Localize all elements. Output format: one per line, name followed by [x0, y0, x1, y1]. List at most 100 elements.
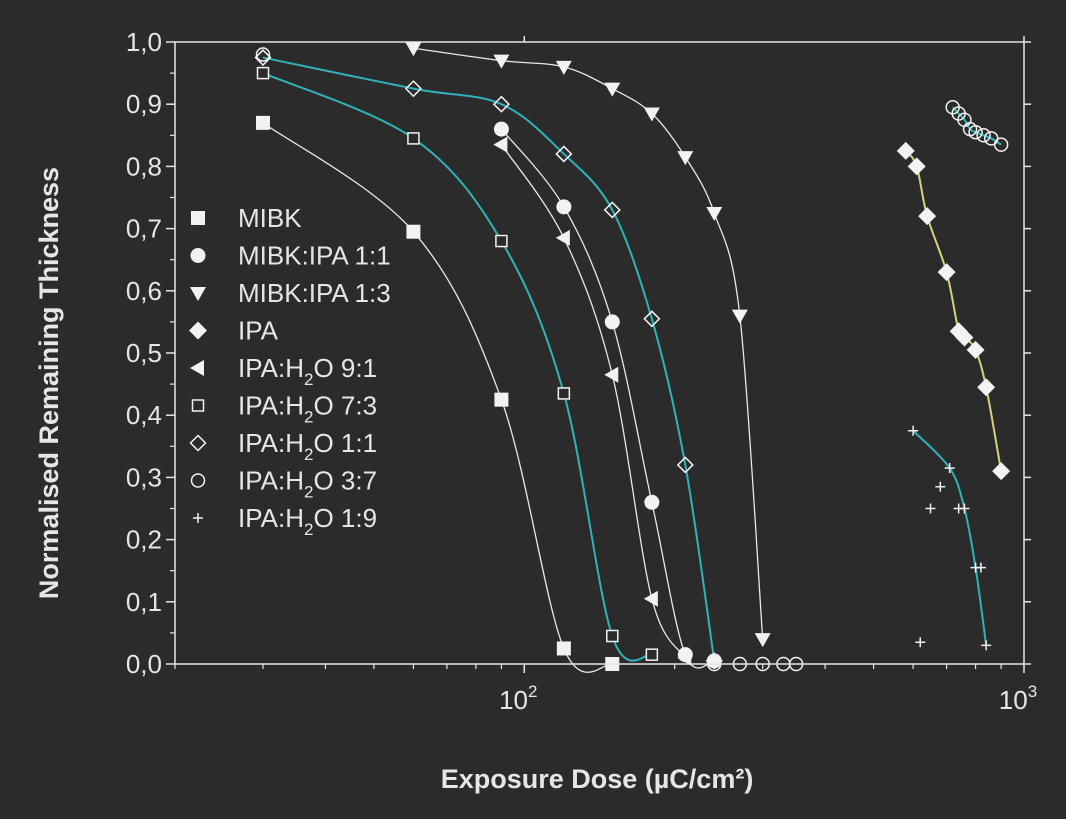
- point-mibk-ipa-1-3-7: [731, 309, 748, 324]
- fit-curve-mibk-ipa-1-3: [413, 47, 764, 640]
- legend-label-ipa: IPA: [238, 316, 279, 346]
- legend-label-mibk: MIBK: [238, 203, 302, 233]
- y-tick-label: 0,8: [126, 151, 162, 181]
- point-ipa-h2o-3-7-11: [976, 128, 991, 143]
- y-tick-label: 0,6: [126, 276, 162, 306]
- fit-curve-ipa: [904, 150, 1003, 472]
- point-ipa-h2o-1-9-2: [925, 503, 936, 514]
- legend-label-ipa-h2o-7-3: IPA:H2O 7:3: [238, 391, 377, 427]
- legend-marker-ipa-h2o-1-1: [189, 434, 207, 452]
- point-ipa-h2o-3-7-10: [968, 124, 983, 140]
- legend-label-mibk-ipa-1-1: MIBK:IPA 1:1: [238, 241, 391, 271]
- legend-marker-ipa-h2o-7-3: [191, 399, 205, 412]
- point-ipa-h2o-1-9-0: [908, 425, 919, 436]
- y-tick-label: 0,0: [126, 649, 162, 679]
- legend: MIBK MIBK:IPA 1:1 MIBK:IPA 1:3 IPA IPA:H2O 9…: [189, 203, 391, 539]
- point-mibk-ipa-1-3-2: [555, 60, 572, 75]
- point-ipa-h2o-1-1-3: [555, 145, 573, 163]
- point-mibk-ipa-1-1-1: [556, 199, 572, 215]
- data-markers: [254, 42, 1011, 672]
- point-ipa-h2o-1-1-0: [254, 48, 272, 67]
- point-ipa-h2o-1-9-1: [915, 637, 926, 648]
- x-tick-label: 103: [999, 682, 1037, 715]
- legend-label-ipa-h2o-3-7: IPA:H2O 3:7: [238, 466, 377, 502]
- ticks: 0,0 0,1 0,2 0,3 0,4 0,5 0,6 0,7 0,8 0,9 1,0 102 103: [126, 27, 1037, 715]
- point-ipa-h2o-1-1-2: [492, 95, 510, 113]
- legend-label-ipa-h2o-1-1: IPA:H2O 1:1: [238, 428, 377, 464]
- point-mibk-ipa-1-1-0: [493, 121, 509, 137]
- legend-marker-mibk-ipa-1-3: [190, 287, 206, 301]
- legend-label-mibk-ipa-1-3: MIBK:IPA 1:3: [238, 278, 391, 308]
- y-tick-label: 0,9: [126, 89, 162, 119]
- point-mibk-ipa-1-3-8: [754, 633, 771, 648]
- point-mibk-ipa-1-1-2: [604, 314, 620, 330]
- fit-curve-ipa-h2o-3-7: [951, 106, 1002, 146]
- point-ipa-h2o-1-9-3: [935, 481, 946, 492]
- point-ipa-h2o-1-1-5: [643, 310, 661, 328]
- legend-marker-ipa: [189, 321, 207, 340]
- fit-curve-ipa-h2o-1-9: [912, 430, 988, 646]
- point-ipa-h2o-9-1-2: [604, 366, 619, 383]
- point-ipa-h2o-1-9-4: [944, 463, 955, 474]
- point-ipa-h2o-7-3-0: [256, 66, 270, 80]
- point-mibk-ipa-1-1-3: [644, 494, 660, 510]
- point-mibk-ipa-1-3-0: [405, 42, 422, 57]
- legend-marker-ipa-h2o-1-9: [193, 513, 203, 523]
- point-ipa-h2o-3-7-0: [255, 47, 271, 62]
- point-ipa-h2o-7-3-1: [407, 132, 420, 145]
- point-mibk-3: [556, 641, 571, 656]
- point-ipa-h2o-1-9-9: [981, 640, 992, 651]
- point-ipa-2: [918, 207, 937, 226]
- x-axis-title: Exposure Dose (µC/cm²): [441, 764, 754, 794]
- y-tick-label: 0,1: [126, 587, 162, 617]
- legend-marker-ipa-h2o-9-1: [190, 360, 204, 376]
- point-ipa-h2o-7-3-2: [495, 234, 508, 248]
- point-ipa-1: [907, 157, 926, 176]
- legend-label-ipa-h2o-9-1: IPA:H2O 9:1: [238, 353, 377, 389]
- point-mibk-2: [494, 392, 509, 407]
- legend-marker-mibk: [191, 211, 205, 225]
- point-ipa-h2o-1-9-6: [959, 503, 970, 514]
- y-tick-label: 0,4: [126, 400, 162, 430]
- y-tick-label: 0,3: [126, 462, 162, 492]
- point-ipa-h2o-1-9-8: [975, 562, 986, 573]
- point-ipa-3: [937, 263, 956, 282]
- point-ipa-h2o-1-1-1: [404, 80, 422, 98]
- point-ipa-h2o-3-7-13: [993, 137, 1009, 152]
- point-ipa-h2o-1-1-7: [705, 652, 723, 670]
- point-mibk-ipa-1-3-5: [677, 151, 694, 166]
- legend-marker-mibk-ipa-1-1: [190, 248, 206, 263]
- y-tick-label: 1,0: [126, 27, 162, 57]
- point-mibk-ipa-1-3-1: [493, 54, 510, 69]
- point-mibk-1: [406, 224, 421, 239]
- legend-label-ipa-h2o-1-9: IPA:H2O 1:9: [238, 503, 377, 539]
- y-tick-label: 0,5: [126, 338, 162, 368]
- point-ipa-h2o-9-1-4: [677, 649, 692, 666]
- point-mibk-ipa-1-3-3: [604, 82, 621, 97]
- point-ipa-h2o-9-1-3: [643, 590, 658, 607]
- point-ipa-h2o-7-3-3: [557, 387, 571, 400]
- fit-curve-mibk-ipa-1-1: [500, 128, 715, 669]
- point-ipa-5: [955, 328, 974, 347]
- point-mibk-ipa-1-3-6: [706, 207, 723, 222]
- point-ipa-h2o-7-3-5: [645, 648, 659, 661]
- y-axis-title: Normalised Remaining Thickness: [34, 167, 64, 599]
- point-ipa-0: [896, 141, 915, 160]
- point-mibk-ipa-1-3-4: [643, 107, 660, 122]
- legend-marker-ipa-h2o-3-7: [190, 473, 206, 488]
- point-ipa-7: [977, 378, 996, 397]
- point-ipa-h2o-1-1-4: [603, 201, 621, 219]
- fit-curve-ipa-h2o-9-1: [500, 144, 686, 659]
- y-tick-label: 0,2: [126, 525, 162, 555]
- point-ipa-h2o-9-1-1: [555, 229, 570, 246]
- point-ipa-h2o-1-1-6: [676, 456, 694, 474]
- x-tick-label: 102: [499, 682, 537, 715]
- y-tick-label: 0,7: [126, 214, 162, 244]
- fit-curve-ipa-h2o-1-1: [262, 56, 716, 662]
- point-ipa-h2o-7-3-4: [606, 629, 619, 643]
- point-mibk-0: [255, 115, 270, 130]
- point-ipa-8: [992, 462, 1011, 481]
- point-ipa-6: [966, 340, 985, 359]
